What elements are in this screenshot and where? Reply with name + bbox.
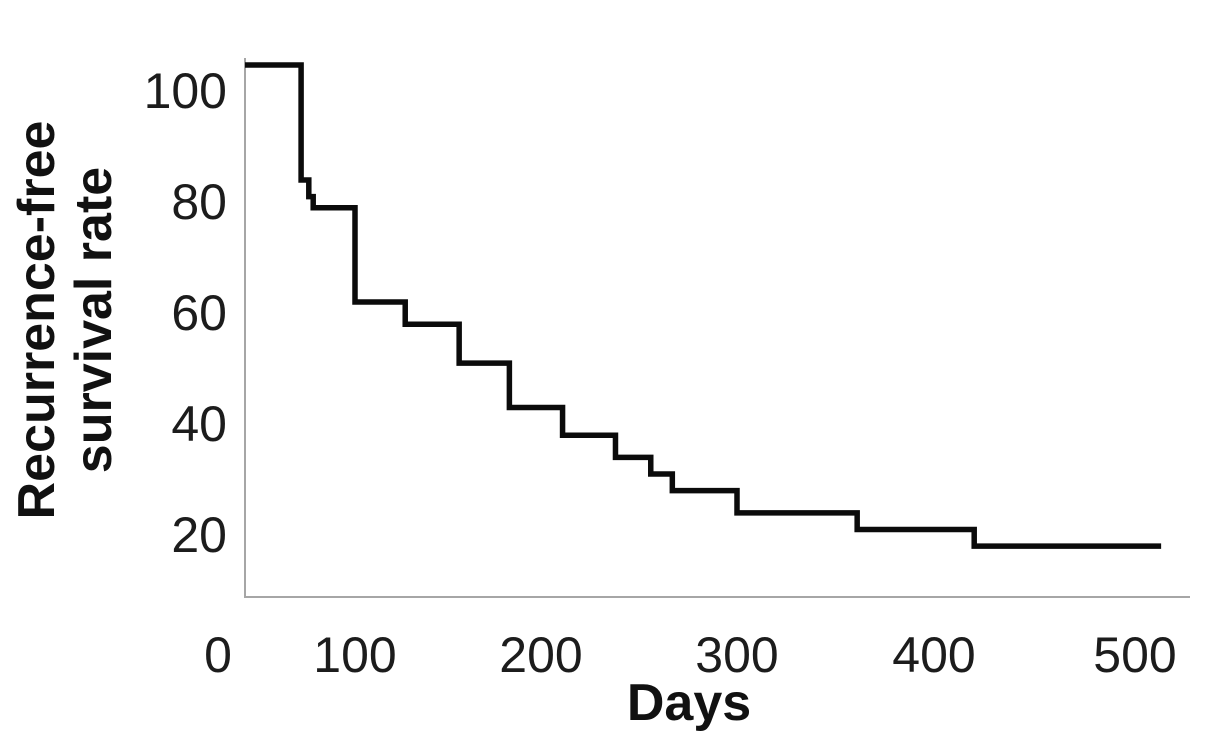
y-tick-label: 80 xyxy=(171,174,227,230)
y-tick-label: 60 xyxy=(171,285,227,341)
x-tick-label: 200 xyxy=(499,627,582,683)
x-tick-label: 0 xyxy=(204,627,232,683)
x-tick-label: 400 xyxy=(892,627,975,683)
y-axis-title-line2: survival rate xyxy=(65,166,123,474)
x-axis-title: Days xyxy=(626,674,752,732)
y-tick-label: 100 xyxy=(144,63,227,119)
x-tick-label: 500 xyxy=(1093,627,1176,683)
y-tick-label: 40 xyxy=(171,396,227,452)
survival-curve xyxy=(245,62,1162,549)
y-axis-title-line1: Recurrence-free xyxy=(8,120,66,520)
y-tick-label: 20 xyxy=(171,507,227,563)
x-tick-label: 300 xyxy=(695,627,778,683)
y-axis-title: Recurrence-free survival rate xyxy=(8,120,123,520)
x-tick-label: 100 xyxy=(313,627,396,683)
